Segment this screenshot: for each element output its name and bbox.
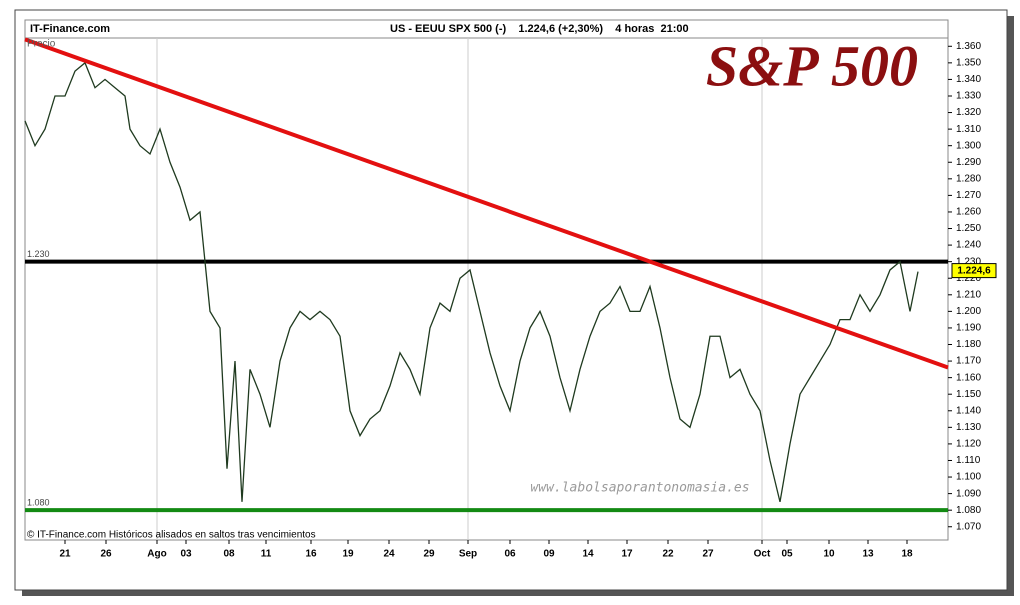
x-tick-label: 06	[504, 549, 516, 560]
x-tick-label: 16	[305, 549, 317, 560]
price-line	[24, 61, 919, 503]
y-tick-label: 1.130	[956, 422, 981, 433]
y-tick-label: 1.340	[956, 74, 981, 85]
y-tick-label: 1.230	[956, 256, 981, 267]
x-tick-label: 18	[901, 549, 913, 560]
x-tick-label: Sep	[459, 549, 477, 560]
x-tick-label: 14	[582, 549, 594, 560]
y-tick-label: 1.250	[956, 223, 981, 234]
y-tick-label: 1.210	[956, 289, 981, 300]
x-tick-label: 26	[100, 549, 112, 560]
x-tick-label: 11	[261, 549, 272, 560]
x-tick-label: 22	[662, 549, 674, 560]
y-tick-label: 1.080	[956, 505, 981, 516]
watermark: www.labolsaporantonomasia.es	[530, 481, 749, 496]
last-price-label: 1.224,6	[957, 265, 991, 276]
x-tick-label: 29	[423, 549, 435, 560]
y-tick-label: 1.120	[956, 439, 981, 450]
y-tick-label: 1.160	[956, 372, 981, 383]
y-tick-label: 1.090	[956, 488, 981, 499]
y-tick-label: 1.350	[956, 57, 981, 68]
x-tick-label: 27	[702, 549, 714, 560]
x-tick-label: 13	[862, 549, 874, 560]
y-tick-label: 1.280	[956, 173, 981, 184]
y-tick-label: 1.260	[956, 207, 981, 218]
header-left: IT-Finance.com	[30, 23, 110, 35]
x-tick-label: Oct	[754, 549, 771, 560]
last-price-box	[951, 263, 997, 279]
y-tick-label: 1.140	[956, 405, 981, 416]
y-tick-label: 1.190	[956, 323, 981, 334]
y-tick-label: 1.290	[956, 157, 981, 168]
y-tick-label: 1.070	[956, 521, 981, 532]
y-tick-label: 1.110	[956, 455, 981, 466]
y-tick-label: 1.100	[956, 472, 981, 483]
y-tick-label: 1.170	[956, 356, 981, 367]
y-tick-label: 1.220	[956, 273, 981, 284]
y-tick-label: 1.200	[956, 306, 981, 317]
x-tick-label: Ago	[147, 549, 166, 560]
x-tick-label: 03	[180, 549, 192, 560]
y-tick-label: 1.270	[956, 190, 981, 201]
x-tick-label: 05	[781, 549, 793, 560]
y-tick-label: 1.240	[956, 240, 981, 251]
trend-line	[24, 37, 949, 370]
y-tick-label: 1.300	[956, 140, 981, 151]
level-label: 1.080	[27, 498, 50, 508]
y-tick-label: 1.150	[956, 389, 981, 400]
y-axis-label: Precio	[27, 39, 56, 50]
y-tick-label: 1.360	[956, 41, 981, 52]
x-tick-label: 19	[342, 549, 354, 560]
plot-area	[24, 37, 949, 541]
header-center: US - EEUU SPX 500 (-) 1.224,6 (+2,30%) 4…	[390, 23, 689, 35]
y-tick-label: 1.330	[956, 91, 981, 102]
y-tick-label: 1.320	[956, 107, 981, 118]
x-tick-label: 17	[621, 549, 633, 560]
x-tick-label: 09	[543, 549, 555, 560]
y-tick-label: 1.180	[956, 339, 981, 350]
x-tick-label: 21	[59, 549, 71, 560]
level-label: 1.230	[27, 249, 50, 259]
big-title: S&P 500	[706, 33, 918, 98]
y-tick-label: 1.310	[956, 124, 981, 135]
x-tick-label: 10	[823, 549, 835, 560]
x-tick-label: 24	[383, 549, 395, 560]
footer: © IT-Finance.com Históricos alisados en …	[27, 530, 316, 541]
x-tick-label: 08	[223, 549, 235, 560]
